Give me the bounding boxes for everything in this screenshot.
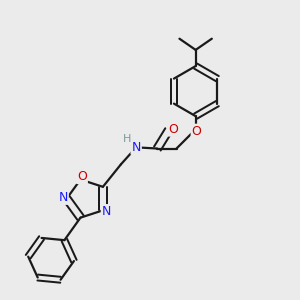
Text: N: N [58,191,68,204]
Text: N: N [131,141,141,154]
Text: O: O [77,170,87,183]
Text: O: O [168,123,178,136]
Text: H: H [123,134,131,144]
Text: O: O [192,125,202,138]
Text: N: N [102,205,111,218]
